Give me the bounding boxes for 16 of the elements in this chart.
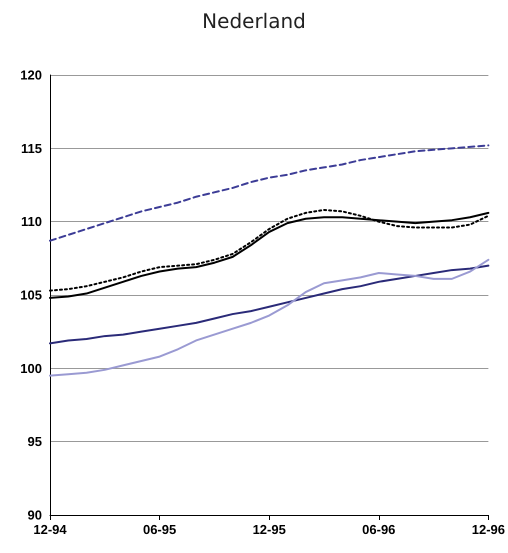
- line-series: [49, 144, 490, 242]
- x-tick-label: 06-95: [142, 522, 176, 537]
- x-tick-label: 12-96: [472, 522, 505, 537]
- y-tick-label: 120: [20, 68, 42, 82]
- y-tick-label: 95: [28, 434, 42, 450]
- y-tick-label: 90: [28, 508, 42, 522]
- y-tick-label: 115: [21, 140, 42, 156]
- chart-title: Nederland: [202, 9, 306, 33]
- y-tick-label: 105: [20, 288, 42, 302]
- y-tick-label: 110: [21, 214, 42, 230]
- x-tick-label: 06-96: [362, 522, 396, 537]
- y-tick-label: 100: [20, 360, 42, 376]
- line-series: [49, 258, 490, 377]
- line-series: [49, 264, 490, 344]
- x-tick-label: 12-95: [252, 522, 286, 537]
- x-tick-label: 12-94: [33, 522, 68, 537]
